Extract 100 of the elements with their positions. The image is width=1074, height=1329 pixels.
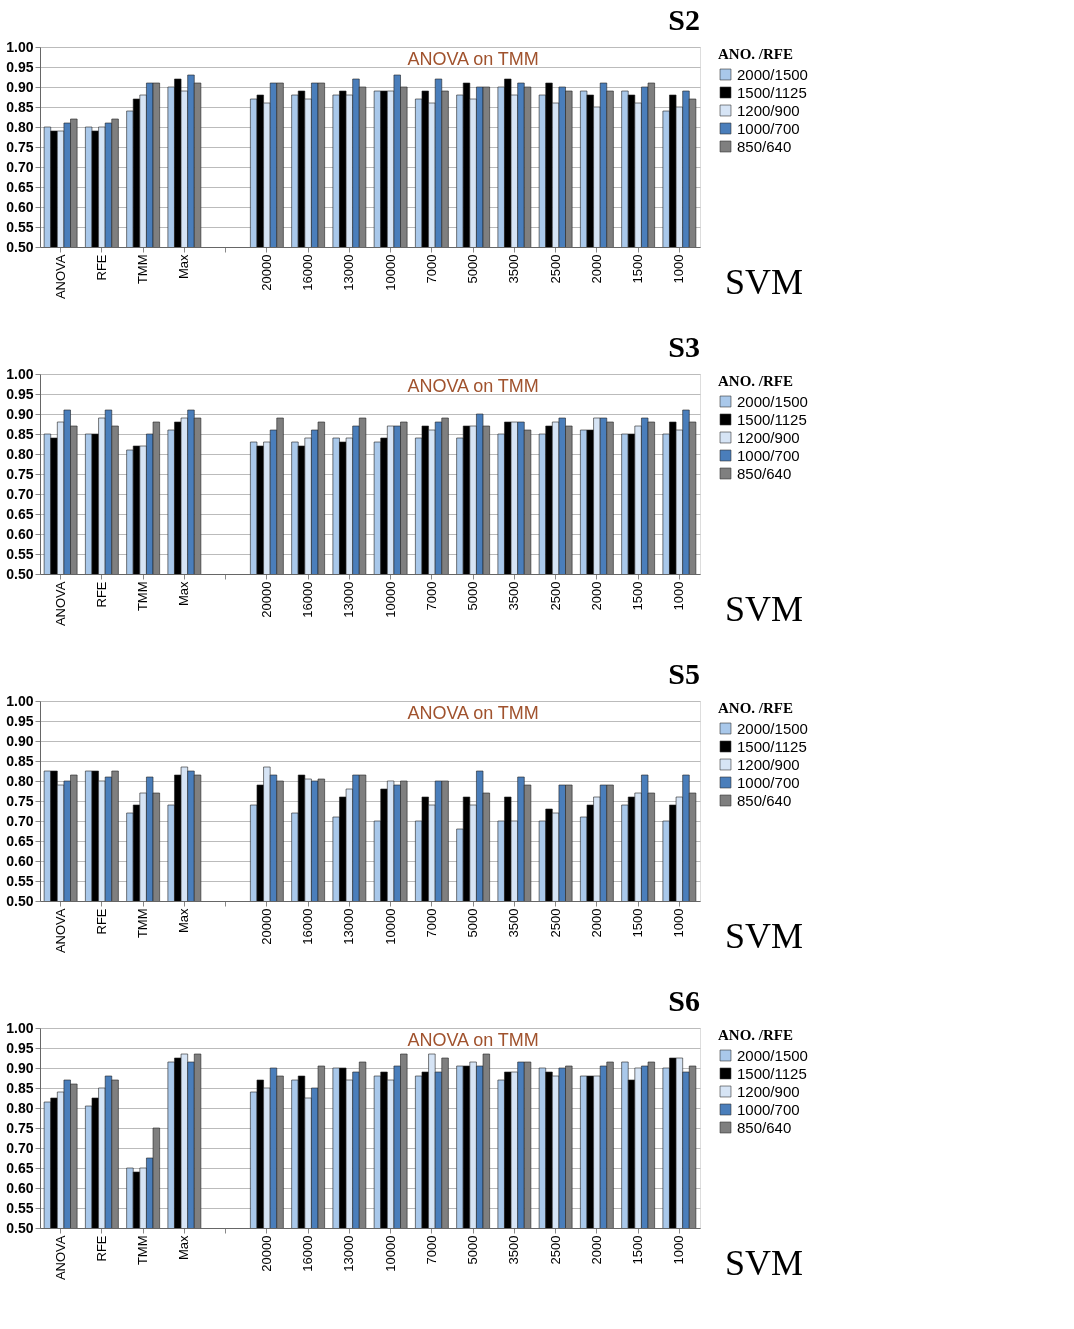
y-tick-label: 0.50 (6, 1219, 34, 1236)
y-tick-label: 0.75 (6, 1119, 34, 1136)
legend-label: 1500/1125 (737, 83, 807, 101)
text: SVM (725, 589, 804, 629)
annotation: ANOVA on TMM (407, 376, 539, 396)
y-tick-label: 0.80 (6, 118, 34, 135)
y-tick-label: 0.65 (6, 832, 34, 849)
x-tick-label: 13000 (341, 581, 357, 618)
x-tick-label: 16000 (300, 581, 316, 618)
x-tick-label: RFE (93, 581, 109, 608)
legend-title: ANO. /RFE (718, 46, 793, 62)
legend-label: 1000/700 (737, 1100, 800, 1118)
x-tick-label: 20000 (258, 908, 274, 945)
x-tick-label: 1500 (630, 254, 646, 284)
y-tick-label: 0.55 (6, 1199, 34, 1216)
x-tick-label: 3500 (506, 254, 522, 284)
y-tick-label: 0.55 (6, 872, 34, 889)
y-tick-label: 0.60 (6, 852, 34, 869)
x-tick-label: 1000 (671, 1235, 687, 1265)
x-tick-label: 2500 (547, 581, 563, 611)
x-tick-label: 1500 (630, 581, 646, 611)
legend-label: 1500/1125 (737, 1064, 807, 1082)
annotation: ANOVA on TMM (407, 703, 539, 723)
y-tick-label: 0.80 (6, 445, 34, 462)
x-tick-label: TMM (135, 1235, 151, 1266)
x-tick-label: 2000 (588, 908, 604, 938)
legend-label: 1500/1125 (737, 737, 807, 755)
text: SVM (725, 262, 804, 302)
y-tick-label: 0.60 (6, 525, 34, 542)
x-tick-label: 3500 (506, 908, 522, 938)
x-tick-label: 3500 (506, 1235, 522, 1265)
x-tick-label: 7000 (423, 908, 439, 938)
x-tick-label: RFE (93, 908, 109, 935)
y-tick-label: 0.80 (6, 772, 34, 789)
y-tick-label: 0.95 (6, 712, 34, 729)
y-tick-label: 0.55 (6, 218, 34, 235)
legend-label: 2000/1500 (737, 65, 808, 83)
x-tick-label: 1000 (671, 581, 687, 611)
x-tick-label: 13000 (341, 908, 357, 945)
x-tick-label: 2000 (588, 1235, 604, 1265)
legend-label: 1200/900 (737, 101, 800, 119)
x-tick-label: 10000 (382, 908, 398, 945)
legend-label: 850/640 (737, 791, 792, 809)
legend-label: 1000/700 (737, 773, 800, 791)
x-tick-label: 7000 (423, 581, 439, 611)
y-tick-label: 0.50 (6, 565, 34, 582)
x-tick-label: RFE (93, 1235, 109, 1262)
x-tick-label: TMM (135, 908, 151, 939)
x-tick-label: ANOVA (52, 908, 68, 954)
y-tick-label: 0.95 (6, 1039, 34, 1056)
x-tick-label: 2500 (547, 908, 563, 938)
x-tick-label: Max (176, 908, 192, 934)
y-tick-label: 0.50 (6, 238, 34, 255)
x-tick-label: Max (176, 254, 192, 280)
y-tick-label: 0.85 (6, 425, 34, 442)
x-tick-label: ANOVA (52, 581, 68, 627)
y-tick-label: 0.75 (6, 465, 34, 482)
y-tick-label: 0.85 (6, 1079, 34, 1096)
x-tick-label: 2000 (588, 581, 604, 611)
chart-title: S6 (668, 984, 700, 1017)
y-tick-label: 0.80 (6, 1099, 34, 1116)
x-tick-label: ANOVA (52, 254, 68, 300)
y-tick-label: 0.90 (6, 78, 34, 95)
chart-title: S2 (668, 3, 700, 36)
y-tick-label: 0.75 (6, 792, 34, 809)
annotation: ANOVA on TMM (407, 49, 539, 69)
chart-title: S3 (668, 330, 700, 363)
y-tick-label: 0.70 (6, 158, 34, 175)
y-tick-label: 1.00 (6, 38, 34, 55)
chart-title: S5 (668, 657, 700, 690)
annotation: ANOVA on TMM (407, 1030, 539, 1050)
y-tick-label: 0.85 (6, 752, 34, 769)
x-tick-label: 5000 (465, 1235, 481, 1265)
x-tick-label: 13000 (341, 1235, 357, 1272)
y-tick-label: 1.00 (6, 692, 34, 709)
legend-label: 1000/700 (737, 119, 800, 137)
x-tick-label: 1000 (671, 908, 687, 938)
x-tick-label: 20000 (258, 581, 274, 618)
y-tick-label: 0.90 (6, 1059, 34, 1076)
x-tick-label: 3500 (506, 581, 522, 611)
legend-title: ANO. /RFE (718, 1027, 793, 1043)
x-tick-label: 13000 (341, 254, 357, 291)
x-tick-label: Max (176, 1235, 192, 1261)
legend-label: 850/640 (737, 137, 792, 155)
x-tick-label: 10000 (382, 254, 398, 291)
y-tick-label: 0.70 (6, 1139, 34, 1156)
x-tick-label: 7000 (423, 1235, 439, 1265)
y-tick-label: 0.65 (6, 178, 34, 195)
x-tick-label: 5000 (465, 581, 481, 611)
legend-label: 850/640 (737, 464, 792, 482)
y-tick-label: 1.00 (6, 365, 34, 382)
x-tick-label: TMM (135, 254, 151, 285)
y-tick-label: 0.70 (6, 485, 34, 502)
legend-label: 2000/1500 (737, 719, 808, 737)
x-tick-label: RFE (93, 254, 109, 281)
x-tick-label: 1500 (630, 1235, 646, 1265)
legend-label: 2000/1500 (737, 1046, 808, 1064)
y-tick-label: 0.65 (6, 1159, 34, 1176)
x-tick-label: 2500 (547, 1235, 563, 1265)
y-tick-label: 0.90 (6, 405, 34, 422)
